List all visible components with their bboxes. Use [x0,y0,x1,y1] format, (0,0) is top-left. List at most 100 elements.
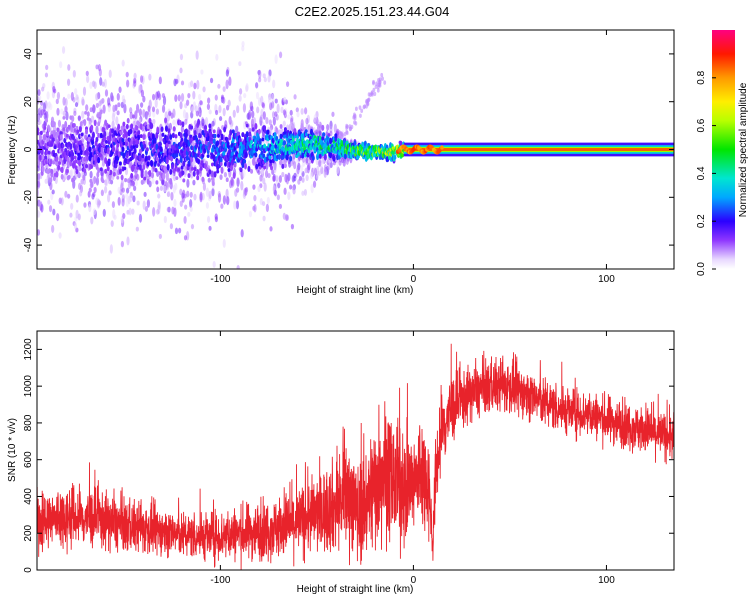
spectrogram-blob [125,187,130,194]
spectrogram-blob [220,203,224,209]
spectrogram-cell [114,137,118,145]
spectrogram-cell [85,163,89,169]
spectrogram-blob [287,191,291,201]
spectrogram-cell [217,133,221,138]
spectrogram-blob [243,92,247,99]
spectrogram-cell [210,176,214,181]
spectrogram-blob [109,244,113,254]
spectrogram-blob [236,265,240,269]
spectrogram-blob [136,200,140,206]
spectrogram-cell [80,132,84,137]
spectrogram-blob [47,199,51,205]
spectrogram-blob [177,94,181,102]
spectrogram-cell [213,133,217,139]
spectrogram-blob [70,91,74,101]
spectrogram-blob [78,182,82,190]
spectrogram-cell [190,156,194,163]
spectrogram-cell [321,124,325,131]
spectrogram-cell [103,136,107,142]
spectrogram-cell [97,121,101,127]
spectrogram-blob [274,98,278,104]
spectrogram-blob [187,92,191,99]
spectrogram-blob [56,107,60,116]
spectrogram-blob [144,205,149,212]
spectrogram-blob [278,51,283,59]
spectrogram-cell [248,131,252,137]
spectrogram-cell [57,164,61,171]
spectrogram-cell [323,153,327,161]
spectrogram-blob [104,179,108,186]
spectrogram-cell [263,165,267,170]
spectrogram-cell [143,143,147,149]
spectrogram-cell [198,133,202,139]
spectrogram-blob [208,225,212,231]
spectrogram-cell [120,174,124,181]
spectrogram-cell [304,132,308,137]
spectrogram-blob [134,179,138,187]
spectrogram-blob [285,81,290,87]
colorbar-tick-label: 0.4 [696,166,707,180]
spectrogram-cell [196,169,200,176]
spectrogram-cell [100,141,104,146]
spectrogram-cell [223,126,227,133]
spectrogram-blob [370,91,374,96]
spectrogram-blob [52,208,56,216]
spectrogram-blob [125,71,129,78]
spectrogram-blob [70,202,74,210]
spectrogram-cell [151,133,155,138]
spectrogram-cell [146,161,150,167]
spectrogram-blob [268,119,272,126]
spectrogram-cell [161,132,165,137]
spectrogram-cell [212,138,216,145]
spectrogram-blob [104,185,108,194]
spectrogram-cell [128,149,132,157]
spectrogram-blob [262,215,266,222]
spectrogram-cell [46,169,50,175]
spectrogram-blob [211,187,215,197]
spectrogram-blob [37,165,40,172]
spectrogram-cell [105,122,109,130]
spectrogram-blob [162,95,167,106]
spectrogram-blob [245,85,249,93]
spectrogram-cell [275,135,279,141]
spectrogram-cell [185,155,189,161]
spectrogram-blob [353,120,356,125]
spectrogram-blob [253,204,257,213]
spectrogram-cell [138,154,142,162]
colorbar-tick-label: 0.6 [696,118,707,132]
spectrogram-cell [85,128,89,135]
spectrogram-blob [208,109,212,115]
spectrogram-blob [285,214,290,221]
spectrogram-blob [272,175,276,182]
spectrogram-cell [117,123,121,131]
spectrogram-cell [37,172,41,180]
spectrogram-blob [51,224,55,233]
spectrogram-blob [360,108,364,114]
spectrogram-cell [131,180,135,187]
spectrogram-blob [345,157,349,165]
spectrogram-blob [139,75,144,83]
spectrogram-blob [179,188,183,196]
spectrogram-blob [195,50,199,60]
spectrogram-blob [118,86,122,93]
spectrogram-blob [79,190,83,197]
spectrogram-cell [86,111,90,118]
spectrogram-cell [277,153,281,160]
spectrogram-cell [55,155,59,162]
spectrogram-blob [235,200,240,210]
spectrogram-cell [270,165,274,171]
spectrogram-blob [163,185,167,193]
spectrogram-cell [306,153,310,158]
spectrogram-blob [95,125,99,135]
spectrogram-cell [62,115,66,120]
colorbar-ticks: 0.0 0.2 0.4 0.6 0.8 [696,70,716,276]
spectrogram-cell [137,161,141,166]
spectrogram-cell [45,118,49,123]
spectrogram-cell [37,127,40,133]
spectrogram-blob [99,99,103,105]
spectrogram-blob [304,107,308,115]
spectrogram-cell [123,166,127,171]
spectrogram-blob [106,193,111,203]
spectrogram-blob [133,72,137,80]
spectrogram-cell [131,114,135,119]
